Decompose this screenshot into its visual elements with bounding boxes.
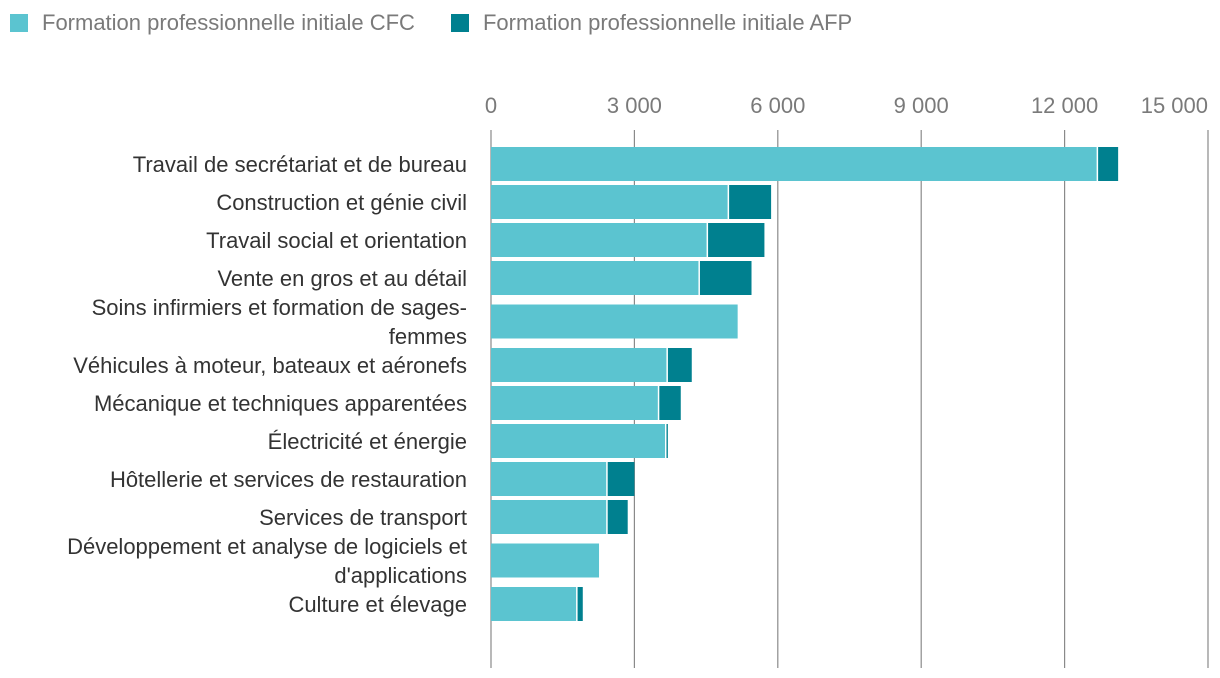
x-tick-label-15000: 15 000 — [1141, 93, 1208, 118]
bar-cfc-0 — [491, 147, 1097, 181]
legend-item-cfc[interactable]: Formation professionnelle initiale CFC — [10, 10, 415, 36]
category-label-4-line1: femmes — [389, 324, 467, 349]
bar-cfc-11 — [491, 587, 577, 621]
bar-cfc-9 — [491, 500, 607, 534]
x-tick-label-9000: 9 000 — [894, 93, 949, 118]
category-label-8: Hôtellerie et services de restauration — [110, 467, 467, 492]
legend-swatch-cfc — [10, 14, 28, 32]
bar-afp-6 — [659, 386, 681, 420]
bar-afp-5 — [667, 348, 692, 382]
bar-afp-3 — [699, 261, 752, 295]
legend-label-cfc: Formation professionnelle initiale CFC — [42, 10, 415, 35]
category-label-10-line1: d'applications — [334, 563, 467, 588]
bar-afp-2 — [708, 223, 765, 257]
category-label-9: Services de transport — [259, 505, 467, 530]
bar-cfc-5 — [491, 348, 667, 382]
category-label-3: Vente en gros et au détail — [217, 266, 467, 291]
x-tick-label-3000: 3 000 — [607, 93, 662, 118]
x-tick-label-12000: 12 000 — [1031, 93, 1098, 118]
bar-cfc-2 — [491, 223, 707, 257]
bar-cfc-6 — [491, 386, 658, 420]
category-label-7: Électricité et énergie — [268, 429, 467, 454]
bar-cfc-1 — [491, 185, 728, 219]
bar-cfc-3 — [491, 261, 699, 295]
bar-afp-1 — [729, 185, 772, 219]
x-tick-label-6000: 6 000 — [750, 93, 805, 118]
bar-cfc-4 — [491, 304, 738, 339]
bar-afp-7 — [666, 424, 668, 458]
legend-item-afp[interactable]: Formation professionnelle initiale AFP — [450, 10, 853, 36]
category-label-6: Mécanique et techniques apparentées — [94, 391, 467, 416]
x-tick-label-0: 0 — [485, 93, 497, 118]
bar-afp-8 — [607, 462, 635, 496]
bar-cfc-10 — [491, 543, 600, 578]
bar-afp-0 — [1098, 147, 1119, 181]
bar-afp-9 — [607, 500, 628, 534]
bar-cfc-7 — [491, 424, 665, 458]
category-label-10-line0: Développement et analyse de logiciels et — [67, 534, 467, 559]
legend: Formation professionnelle initiale CFC F… — [10, 10, 852, 36]
category-label-5: Véhicules à moteur, bateaux et aéronefs — [73, 353, 467, 378]
category-label-1: Construction et génie civil — [216, 190, 467, 215]
legend-label-afp: Formation professionnelle initiale AFP — [482, 10, 853, 35]
category-label-4-line0: Soins infirmiers et formation de sages- — [92, 295, 467, 320]
bar-afp-11 — [577, 587, 583, 621]
category-label-11: Culture et élevage — [288, 592, 467, 617]
bar-cfc-8 — [491, 462, 607, 496]
legend-swatch-afp — [450, 14, 469, 32]
category-label-2: Travail social et orientation — [206, 228, 467, 253]
category-label-0: Travail de secrétariat et de bureau — [133, 152, 467, 177]
